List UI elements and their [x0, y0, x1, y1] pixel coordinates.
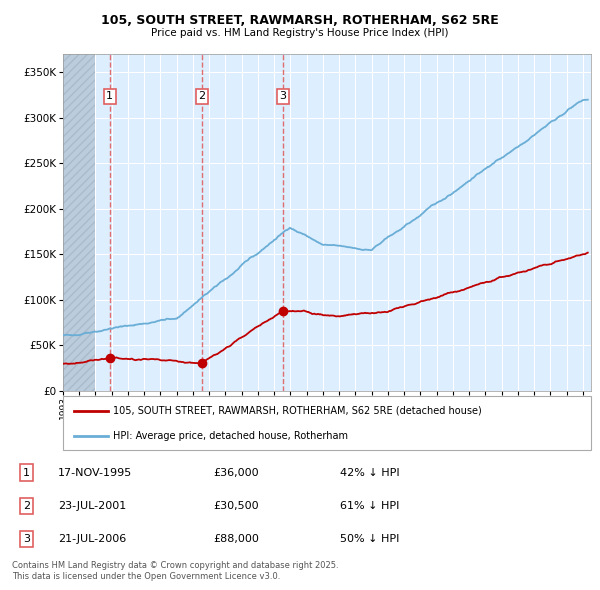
Text: Contains HM Land Registry data © Crown copyright and database right 2025.: Contains HM Land Registry data © Crown c… — [12, 560, 338, 569]
Text: 50% ↓ HPI: 50% ↓ HPI — [340, 534, 400, 544]
Text: 23-JUL-2001: 23-JUL-2001 — [58, 501, 127, 510]
Text: 42% ↓ HPI: 42% ↓ HPI — [340, 467, 400, 477]
Text: 3: 3 — [23, 534, 30, 544]
Text: 61% ↓ HPI: 61% ↓ HPI — [340, 501, 400, 510]
Text: 1: 1 — [106, 91, 113, 101]
Text: 2: 2 — [199, 91, 205, 101]
Bar — [63, 54, 95, 391]
Text: £88,000: £88,000 — [214, 534, 259, 544]
Text: £36,000: £36,000 — [214, 467, 259, 477]
Text: 1: 1 — [23, 467, 30, 477]
Text: 3: 3 — [280, 91, 287, 101]
Text: 105, SOUTH STREET, RAWMARSH, ROTHERHAM, S62 5RE: 105, SOUTH STREET, RAWMARSH, ROTHERHAM, … — [101, 14, 499, 27]
Text: 21-JUL-2006: 21-JUL-2006 — [58, 534, 127, 544]
Text: 105, SOUTH STREET, RAWMARSH, ROTHERHAM, S62 5RE (detached house): 105, SOUTH STREET, RAWMARSH, ROTHERHAM, … — [113, 405, 482, 415]
Text: HPI: Average price, detached house, Rotherham: HPI: Average price, detached house, Roth… — [113, 431, 348, 441]
Text: This data is licensed under the Open Government Licence v3.0.: This data is licensed under the Open Gov… — [12, 572, 280, 581]
Text: Price paid vs. HM Land Registry's House Price Index (HPI): Price paid vs. HM Land Registry's House … — [151, 28, 449, 38]
Text: 2: 2 — [23, 501, 30, 510]
Text: 17-NOV-1995: 17-NOV-1995 — [58, 467, 133, 477]
Text: £30,500: £30,500 — [214, 501, 259, 510]
